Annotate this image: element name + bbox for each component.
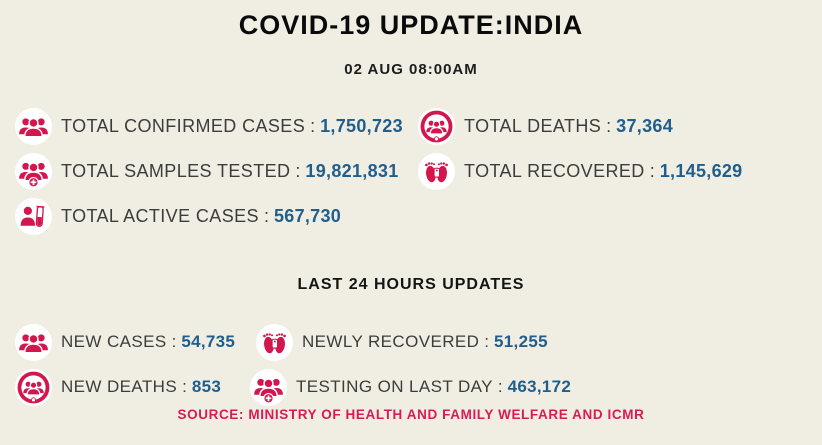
stat-value: 1,750,723	[320, 115, 403, 136]
stat-label: TOTAL RECOVERED	[464, 160, 645, 181]
stat-separator: :	[649, 160, 655, 181]
stat-label: TESTING ON LAST DAY	[296, 377, 493, 396]
stat-separator: :	[310, 115, 316, 136]
stat-total-samples-tested: TOTAL SAMPLES TESTED : 19,821,831	[15, 152, 399, 190]
source-text: SOURCE: MINISTRY OF HEALTH AND FAMILY WE…	[177, 407, 645, 422]
datetime-text: 02 AUG 08:00AM	[344, 61, 478, 78]
stat-separator: :	[484, 332, 490, 351]
feet-tag-icon	[256, 323, 293, 361]
stat-separator: :	[497, 377, 503, 396]
people-circle-icon	[418, 107, 455, 145]
stat-label: TOTAL DEATHS	[464, 115, 602, 136]
stat-label: NEW CASES	[61, 332, 167, 351]
stat-separator: :	[182, 377, 187, 396]
feet-tag-icon	[418, 152, 455, 190]
stat-testing-on-last-day: TESTING ON LAST DAY : 463,172	[250, 368, 571, 406]
stat-value: 567,730	[273, 205, 342, 226]
stat-label: NEWLY RECOVERED	[302, 332, 480, 351]
people-medical-icon	[15, 152, 52, 190]
stat-total-recovered: TOTAL RECOVERED : 1,145,629	[418, 152, 743, 190]
stat-new-deaths: NEW DEATHS : 853	[15, 368, 221, 406]
stat-total-active-cases: TOTAL ACTIVE CASES : 567,730	[15, 197, 341, 235]
stat-separator: :	[263, 205, 269, 226]
stat-label: NEW DEATHS	[61, 377, 178, 396]
stat-newly-recovered: NEWLY RECOVERED : 51,255	[256, 323, 548, 361]
stat-value: 51,255	[494, 332, 548, 351]
people-group-icon	[15, 107, 52, 145]
last24-heading: LAST 24 HOURS UPDATES	[297, 276, 525, 293]
stat-value: 853	[191, 377, 222, 396]
stat-value: 37,364	[616, 115, 674, 136]
stat-label: TOTAL SAMPLES TESTED	[61, 160, 291, 181]
person-testtube-icon	[15, 197, 52, 235]
stat-label: TOTAL CONFIRMED CASES	[61, 115, 306, 136]
stat-total-deaths: TOTAL DEATHS : 37,364	[418, 107, 673, 145]
stat-value: 463,172	[507, 377, 572, 396]
stat-new-cases: NEW CASES : 54,735	[15, 323, 235, 361]
people-circle-icon	[15, 368, 52, 406]
stat-total-confirmed-cases: TOTAL CONFIRMED CASES : 1,750,723	[15, 107, 403, 145]
stat-value: 19,821,831	[305, 160, 399, 181]
stat-separator: :	[171, 332, 177, 351]
stat-value: 54,735	[181, 332, 236, 351]
stat-value: 1,145,629	[659, 160, 743, 181]
stat-separator: :	[606, 115, 612, 136]
people-group-icon	[15, 323, 52, 361]
page-title: COVID-19 UPDATE:INDIA	[238, 10, 584, 40]
people-medical-icon	[250, 368, 287, 406]
stat-label: TOTAL ACTIVE CASES	[61, 205, 259, 226]
stat-separator: :	[295, 160, 301, 181]
